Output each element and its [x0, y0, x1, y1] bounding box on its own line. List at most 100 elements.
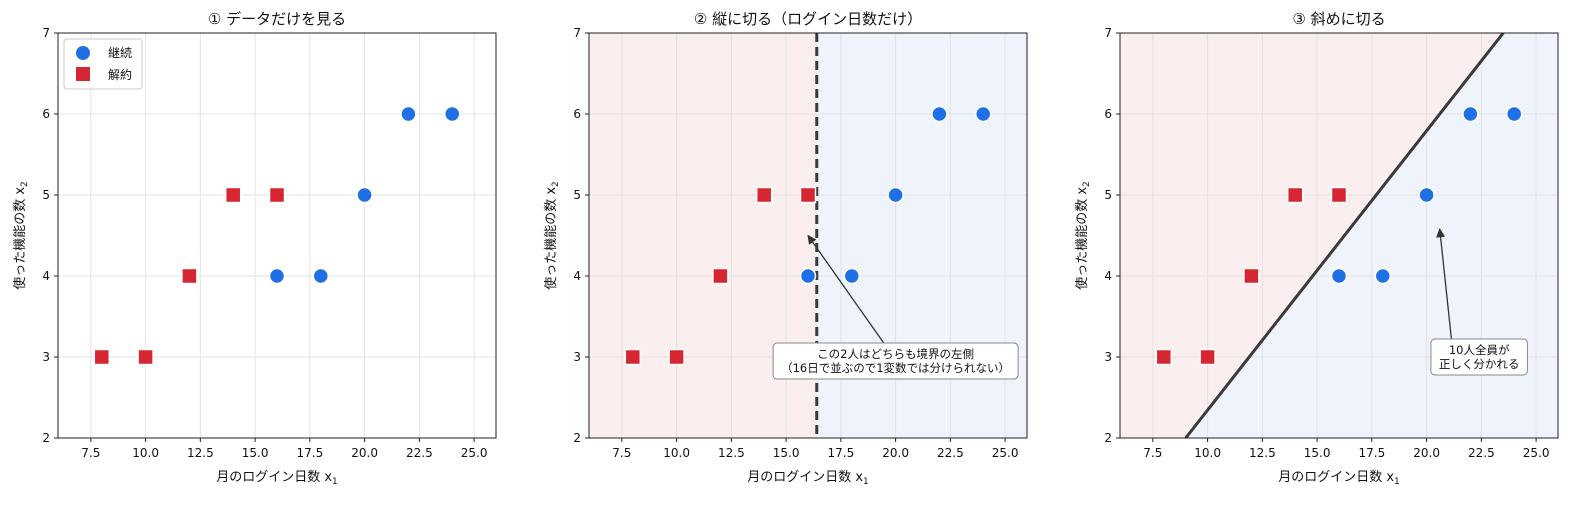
legend-marker-churn — [76, 67, 90, 81]
y-tick-label: 7 — [1104, 26, 1112, 40]
y-tick-label: 2 — [573, 431, 581, 445]
y-tick-label: 3 — [1104, 350, 1112, 364]
data-point-churn — [1155, 348, 1173, 366]
data-point-churn — [799, 186, 817, 204]
y-axis-label: 使った機能の数 x2 — [543, 181, 561, 290]
data-point-continue — [887, 186, 904, 204]
region-churn — [1120, 33, 1504, 438]
series-continue — [268, 105, 461, 285]
annotation-arrow — [807, 234, 890, 351]
y-tick-label: 4 — [573, 269, 581, 283]
data-point-churn — [268, 186, 286, 204]
x-axis-label: 月のログイン日数 x1 — [1278, 470, 1400, 487]
x-tick-label: 22.5 — [937, 446, 964, 460]
y-tick-label: 6 — [42, 107, 50, 121]
chart-title: ③ 斜めに切る — [1292, 10, 1385, 28]
chart-title: ① データだけを見る — [208, 10, 346, 28]
chart-panel-2: 7.5 10.0 12.5 15.0 17.5 20.0 22.5 25.0 2 3 4 5 6 7 ② 縦… — [543, 10, 1028, 487]
y-tick-label: 7 — [42, 26, 50, 40]
y-tick-label: 6 — [573, 107, 581, 121]
data-point-continue — [268, 267, 286, 285]
y-tick-label: 2 — [42, 431, 50, 445]
y-tick-label: 4 — [42, 269, 50, 283]
y-axis-label: 使った機能の数 x2 — [12, 181, 30, 290]
annotation-arrow — [1436, 228, 1454, 354]
data-point-continue — [1374, 267, 1392, 285]
legend-label-continue: 継続 — [108, 45, 132, 60]
y-tick-label: 4 — [1104, 269, 1112, 283]
chart-title: ② 縦に切る（ログイン日数だけ） — [694, 10, 922, 28]
data-point-churn — [1243, 267, 1260, 285]
data-point-continue — [974, 105, 992, 123]
data-point-continue — [400, 105, 417, 123]
y-tick-label: 3 — [573, 350, 581, 364]
x-axis-label: 月のログイン日数 x1 — [216, 470, 338, 487]
annotation-text: 正しく分かれる — [1439, 357, 1520, 371]
x-tick-label: 20.0 — [351, 446, 378, 460]
data-point-churn — [624, 348, 642, 366]
data-point-churn — [1199, 348, 1216, 366]
x-tick-label: 20.0 — [1413, 446, 1440, 460]
legend-marker-continue — [76, 46, 90, 60]
x-tick-label: 22.5 — [1468, 446, 1495, 460]
y-tick-label: 6 — [1104, 107, 1112, 121]
data-point-continue — [931, 105, 948, 123]
data-point-churn — [93, 348, 111, 366]
legend-label-churn: 解約 — [108, 67, 132, 82]
axes-frame — [588, 32, 1028, 439]
x-tick-label: 22.5 — [406, 446, 433, 460]
annotation-text: この2人はどちらも境界の左側 — [817, 347, 974, 361]
data-point-churn — [1286, 186, 1304, 204]
y-tick-label: 3 — [42, 350, 50, 364]
x-tick-label: 17.5 — [827, 446, 854, 460]
x-tick-label: 17.5 — [1358, 446, 1385, 460]
data-point-churn — [668, 348, 685, 366]
annotation: この2人はどちらも境界の左側（16日で並ぶので1変数では分けられない） — [772, 234, 1019, 380]
y-axis-label: 使った機能の数 x2 — [1074, 181, 1092, 290]
y-tick-label: 7 — [573, 26, 581, 40]
annotation-text: 10人全員が — [1449, 343, 1510, 357]
x-tick-label: 15.0 — [1304, 446, 1331, 460]
annotation-text: （16日で並ぶので1変数では分けられない） — [781, 361, 1010, 375]
data-point-continue — [312, 267, 330, 285]
data-point-churn — [181, 267, 198, 285]
x-tick-label: 20.0 — [882, 446, 909, 460]
data-point-continue — [799, 267, 817, 285]
data-point-continue — [843, 267, 861, 285]
series-continue — [799, 105, 992, 285]
decision-regions — [1120, 33, 1558, 438]
y-tick-label: 5 — [1104, 188, 1112, 202]
x-tick-label: 7.5 — [612, 446, 631, 460]
x-tick-label: 12.5 — [187, 446, 214, 460]
x-tick-label: 12.5 — [1249, 446, 1276, 460]
decision-boundary — [1184, 33, 1505, 438]
series-churn — [624, 186, 817, 366]
annotation-box — [1430, 338, 1528, 376]
series-churn — [1155, 186, 1348, 366]
x-tick-label: 25.0 — [992, 446, 1019, 460]
series-continue — [1330, 105, 1523, 285]
x-tick-label: 12.5 — [718, 446, 745, 460]
y-tick-label: 5 — [42, 188, 50, 202]
data-point-churn — [137, 348, 154, 366]
data-point-continue — [443, 105, 461, 123]
x-tick-label: 10.0 — [132, 446, 159, 460]
x-tick-label: 25.0 — [461, 446, 488, 460]
data-point-continue — [1462, 105, 1479, 123]
x-tick-label: 17.5 — [296, 446, 323, 460]
x-tick-label: 10.0 — [1194, 446, 1221, 460]
y-tick-label: 2 — [1104, 431, 1112, 445]
grid — [58, 32, 496, 439]
x-tick-label: 10.0 — [663, 446, 690, 460]
data-point-churn — [712, 267, 729, 285]
data-point-continue — [1505, 105, 1523, 123]
annotation-box — [772, 342, 1019, 380]
data-point-continue — [1330, 267, 1348, 285]
data-point-continue — [1418, 186, 1435, 204]
series-churn — [93, 186, 286, 366]
y-tick-label: 5 — [573, 188, 581, 202]
axes-frame — [1119, 32, 1559, 439]
